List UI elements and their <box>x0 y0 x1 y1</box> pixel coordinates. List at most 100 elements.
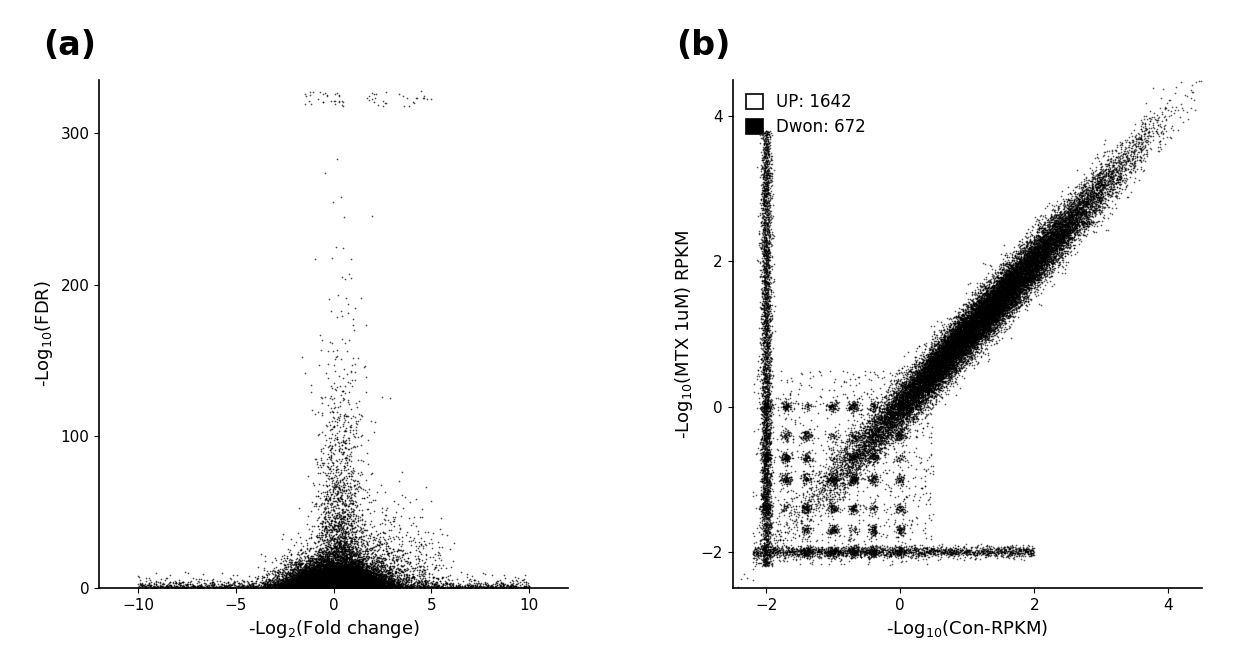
Point <box>279 581 299 592</box>
Point <box>321 575 341 586</box>
Point <box>307 566 327 577</box>
Point <box>322 578 342 589</box>
Point <box>1040 234 1059 245</box>
Point <box>1032 260 1052 271</box>
Point <box>305 554 325 564</box>
Point <box>963 328 983 339</box>
Point <box>769 556 789 567</box>
Point <box>756 309 776 319</box>
Point <box>893 409 913 420</box>
Point <box>328 578 348 589</box>
Point <box>307 580 327 591</box>
Point <box>342 520 362 530</box>
Point <box>299 570 318 580</box>
Point <box>892 426 912 436</box>
Point <box>315 570 335 580</box>
Point <box>346 577 366 588</box>
Point <box>507 576 527 587</box>
Point <box>323 560 343 571</box>
Point <box>833 542 852 552</box>
Point <box>335 580 354 591</box>
Point <box>318 580 338 591</box>
Point <box>299 582 318 593</box>
Point <box>333 500 353 510</box>
Point <box>823 429 843 440</box>
Point <box>843 549 862 560</box>
Point <box>761 555 781 566</box>
Point <box>299 568 318 579</box>
Point <box>325 568 344 578</box>
Point <box>756 329 776 339</box>
Point <box>323 574 343 585</box>
Point <box>823 549 843 560</box>
Point <box>323 496 343 506</box>
Point <box>957 331 976 342</box>
Point <box>865 444 885 454</box>
Point <box>1084 197 1104 208</box>
Point <box>1054 236 1074 247</box>
Point <box>353 571 373 582</box>
Point <box>943 337 963 348</box>
Point <box>798 433 818 444</box>
Point <box>311 580 331 591</box>
Point <box>756 439 776 450</box>
Point <box>307 581 327 592</box>
Point <box>743 564 763 574</box>
Point <box>333 582 353 593</box>
Point <box>331 574 351 585</box>
Point <box>327 552 347 562</box>
Point <box>773 474 793 485</box>
Point <box>971 331 991 341</box>
Point <box>866 451 886 462</box>
Point <box>322 578 342 589</box>
Point <box>313 566 333 576</box>
Point <box>1007 282 1027 293</box>
Point <box>906 403 926 413</box>
Point <box>762 228 782 239</box>
Point <box>1033 256 1053 267</box>
Point <box>302 580 322 591</box>
Point <box>362 572 382 582</box>
Point <box>353 573 373 584</box>
Point <box>339 576 359 587</box>
Point <box>332 570 352 580</box>
Point <box>756 458 776 468</box>
Point <box>836 455 856 466</box>
Point <box>313 574 333 585</box>
Point <box>882 432 902 442</box>
Point <box>927 349 947 360</box>
Point <box>250 581 270 592</box>
Point <box>336 557 356 568</box>
Point <box>938 332 958 343</box>
Point <box>974 315 994 326</box>
Point <box>316 578 336 589</box>
Point <box>750 516 769 527</box>
Point <box>344 566 364 576</box>
Point <box>862 522 882 532</box>
Point <box>273 576 292 587</box>
Point <box>980 303 1000 314</box>
Point <box>893 409 913 420</box>
Point <box>963 302 983 313</box>
Point <box>979 308 999 319</box>
Point <box>757 323 777 333</box>
Point <box>352 576 372 587</box>
Point <box>944 325 964 335</box>
Point <box>326 572 346 583</box>
Point <box>1082 194 1101 205</box>
Point <box>755 376 774 387</box>
Point <box>890 435 909 446</box>
Point <box>1099 182 1119 192</box>
Point <box>866 524 886 535</box>
Point <box>919 353 939 364</box>
Point <box>955 319 975 329</box>
Point <box>976 290 996 301</box>
Point <box>347 578 367 589</box>
Point <box>876 413 896 424</box>
Point <box>344 577 364 588</box>
Point <box>310 576 330 587</box>
Point <box>851 449 871 460</box>
Point <box>1020 277 1040 287</box>
Point <box>342 566 362 577</box>
Point <box>307 556 327 567</box>
